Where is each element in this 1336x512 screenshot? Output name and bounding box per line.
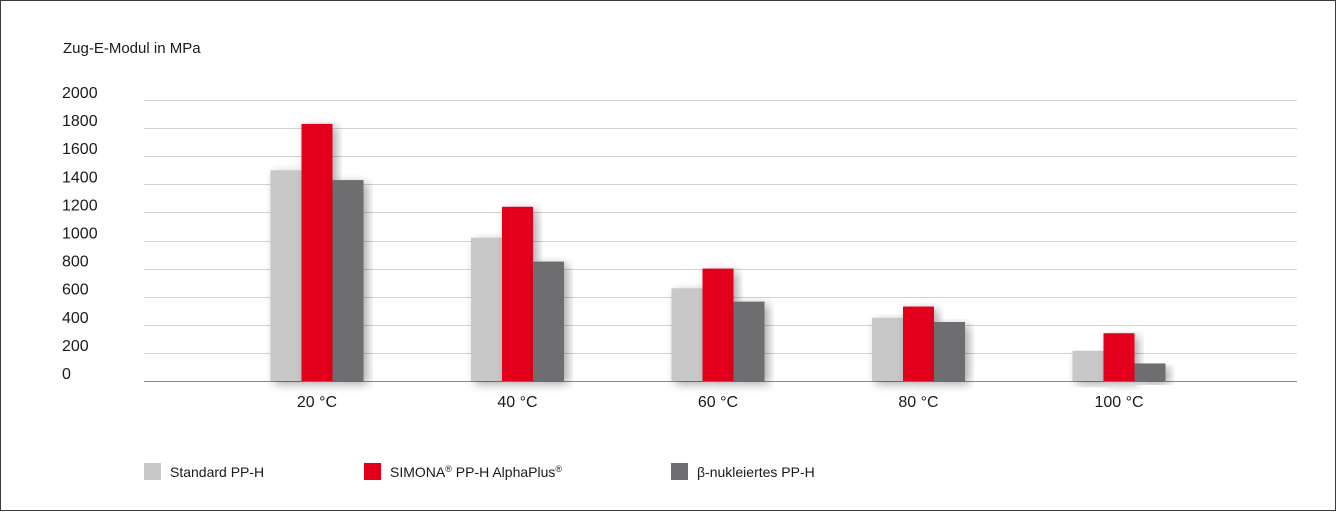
y-tick-label: 1400 <box>62 169 98 186</box>
bar <box>533 261 564 381</box>
bars <box>270 123 1166 381</box>
x-tick-label: 20 °C <box>297 394 337 411</box>
y-axis-label: Zug-E-Modul in MPa <box>63 40 201 57</box>
x-tick-label: 100 °C <box>1094 394 1143 411</box>
bar <box>903 306 934 381</box>
bar <box>872 317 903 381</box>
legend-swatch <box>364 463 381 480</box>
y-tick-label: 0 <box>62 366 71 383</box>
y-tick-label: 200 <box>62 338 89 355</box>
bar <box>332 180 364 381</box>
y-tick-label: 1000 <box>62 226 98 243</box>
bar <box>934 321 965 381</box>
legend-swatch <box>671 463 688 480</box>
y-tick-label: 1800 <box>62 113 98 130</box>
y-axis-ticks: 0 200 400 600 800 1000 1200 1400 1600 1800 2000 <box>62 85 98 383</box>
legend-label: Standard PP-H <box>170 464 264 480</box>
bar <box>1103 333 1135 381</box>
y-tick-label: 400 <box>62 310 89 327</box>
legend-label: SIMONA®​ PP-H AlphaPlus®​ <box>390 464 562 480</box>
y-tick-label: 1600 <box>62 141 98 158</box>
bar <box>270 170 302 381</box>
y-tick-label: 1200 <box>62 197 98 214</box>
bar <box>733 301 765 381</box>
x-tick-label: 40 °C <box>497 394 537 411</box>
legend: Standard PP-H SIMONA®​ PP-H AlphaPlus®​ β-… <box>144 463 815 480</box>
x-tick-label: 80 °C <box>898 394 938 411</box>
bar <box>301 123 333 381</box>
bar <box>671 288 703 381</box>
legend-swatch <box>144 463 161 480</box>
bar <box>1072 350 1104 381</box>
bar <box>702 268 734 381</box>
x-tick-label: 60 °C <box>698 394 738 411</box>
y-tick-label: 800 <box>62 254 89 271</box>
legend-label: β-nukleiertes PP-H <box>697 464 815 480</box>
bar <box>1134 363 1166 381</box>
bar <box>502 206 533 381</box>
y-tick-label: 600 <box>62 282 89 299</box>
y-tick-label: 2000 <box>62 85 98 102</box>
x-axis-ticks: 20 °C 40 °C 60 °C 80 °C 100 °C <box>297 394 1144 411</box>
bar <box>471 237 502 381</box>
